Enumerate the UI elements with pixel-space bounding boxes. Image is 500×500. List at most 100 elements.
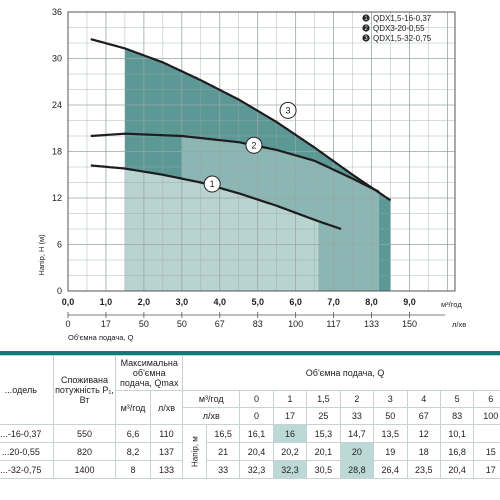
header-model: ...одель — [0, 355, 54, 425]
x-unit-top: м³/год — [441, 300, 462, 309]
x-tick-label: 5,0 — [251, 297, 264, 307]
row2-head-4: 20 — [339, 442, 375, 461]
curve-markers: 1 2 3 — [203, 101, 297, 193]
q-lmin-5: 67 — [406, 407, 441, 425]
row2-head-1: 20,4 — [239, 442, 274, 461]
row2-head-3: 20,1 — [306, 442, 341, 461]
y-tick-label: 36 — [52, 7, 62, 17]
x-tick-lmin-label: 117 — [326, 319, 340, 329]
region-1 — [124, 168, 319, 291]
row1-head-1: 16,1 — [239, 424, 274, 443]
q-lmin-0: 0 — [239, 407, 274, 425]
legend-dot-num-2: 2 — [364, 26, 368, 32]
y-tick-label: 30 — [52, 54, 62, 64]
x-tick-lmin-label: 83 — [253, 319, 263, 329]
header-qmax-lmin: л/хв — [149, 390, 184, 425]
row1-head-6: 12 — [406, 424, 441, 443]
x-tick-label: 8,0 — [365, 297, 378, 307]
x-tick-label: 4,0 — [214, 297, 227, 307]
curve-3 — [90, 38, 392, 202]
x-tick-lmin-label: 17 — [101, 319, 111, 329]
q-lmin-3: 33 — [339, 407, 375, 425]
row2-head-2: 20,2 — [272, 442, 308, 461]
x-tick-label: 9,0 — [403, 297, 416, 307]
header-flow: Об'ємна подача, Q — [182, 355, 500, 391]
curve-marker-3 — [279, 101, 297, 119]
header-head: Напір, м — [182, 424, 207, 479]
header-q-lmin: л/хв — [182, 407, 241, 425]
legend-dot-1 — [362, 14, 370, 22]
x-axis-ticks: 0,0 1,0 2,0 3,0 4,0 5,0 6,0 7,0 8,0 9,0 — [62, 297, 416, 307]
q-m3h-0: 0 — [239, 390, 274, 408]
x-tick-lmin-label: 133 — [364, 319, 379, 329]
row3-qmax-m3h: 8 — [115, 460, 151, 479]
row1-qmax-lmin: 110 — [149, 424, 184, 443]
curve-marker-label-1: 1 — [210, 179, 215, 189]
y-axis-label: Напір, H (м) — [37, 234, 46, 276]
curve-marker-label-3: 3 — [286, 105, 291, 115]
x-tick-label: 3,0 — [176, 297, 189, 307]
q-lmin-7: 100 — [473, 407, 500, 425]
row1-head-8 — [473, 424, 500, 443]
x-tick-lmin-label: 67 — [215, 319, 225, 329]
q-m3h-6: 5 — [439, 390, 475, 408]
row2-qmax-lmin: 137 — [149, 442, 184, 461]
x-unit-bottom: л/хв — [452, 320, 466, 329]
x-tick-label: 1,0 — [100, 297, 113, 307]
row2-power: 820 — [52, 442, 117, 461]
legend-dot-2 — [362, 24, 370, 32]
y-axis-ticks: 0 6 12 18 24 30 36 — [52, 7, 62, 296]
x-tick-lmin-label: 0 — [65, 319, 70, 329]
x-tick-label: 2,0 — [138, 297, 151, 307]
chart-grid — [67, 11, 456, 292]
row1-head-3: 15,3 — [306, 424, 341, 443]
row3-qmax-lmin: 133 — [149, 460, 184, 479]
row1-model: ...-16-0,37 — [0, 424, 54, 443]
row3-head-8: 17 — [473, 460, 500, 479]
row1-power: 550 — [52, 424, 117, 443]
row1-qmax-m3h: 6,6 — [115, 424, 151, 443]
curve-marker-2 — [245, 136, 263, 154]
row3-head-6: 23,5 — [406, 460, 441, 479]
row2-head-6: 18 — [406, 442, 441, 461]
row2-head-7: 16,8 — [439, 442, 475, 461]
row1-head-0: 16,5 — [205, 424, 241, 443]
x-tick-lmin-label: 50 — [139, 319, 149, 329]
row3-head-4: 28,8 — [339, 460, 375, 479]
row1-head-5: 13,5 — [373, 424, 408, 443]
x-axis-label: Об'ємна подача, Q — [68, 333, 134, 342]
y-tick-label: 0 — [57, 286, 62, 296]
q-m3h-4: 3 — [373, 390, 408, 408]
x-tick-lmin-label: 50 — [177, 319, 187, 329]
x-tick-label: 7,0 — [327, 297, 340, 307]
header-qmax-m3h: м³/год — [115, 390, 151, 425]
header-power: Споживана потужність P₁, Вт — [52, 355, 117, 425]
q-lmin-1: 17 — [272, 407, 308, 425]
x-tick-lmin-label: 150 — [402, 319, 417, 329]
row2-head-5: 19 — [373, 442, 408, 461]
y-tick-label: 18 — [52, 147, 62, 157]
row2-model: ...20-0,55 — [0, 442, 54, 461]
y-tick-label: 12 — [52, 193, 62, 203]
q-m3h-7: 6 — [473, 390, 500, 408]
curve-marker-1 — [203, 175, 221, 193]
q-m3h-3: 2 — [339, 390, 375, 408]
row3-head-5: 26,4 — [373, 460, 408, 479]
header-q-m3h: м³/год — [182, 390, 241, 408]
table-top-bar — [0, 351, 500, 355]
y-tick-label: 6 — [57, 240, 62, 250]
row3-head-1: 32,3 — [239, 460, 274, 479]
legend-entry-2: QDX3-20-0,55 — [373, 24, 425, 33]
row3-head-7: 20,4 — [439, 460, 475, 479]
row2-qmax-m3h: 8,2 — [115, 442, 151, 461]
q-lmin-6: 83 — [439, 407, 475, 425]
curve-marker-label-2: 2 — [251, 140, 256, 150]
legend-dot-3 — [362, 34, 370, 42]
plot-frame — [67, 11, 456, 292]
q-m3h-5: 4 — [406, 390, 441, 408]
row2-head-8: 15 — [473, 442, 500, 461]
row3-power: 1400 — [52, 460, 117, 479]
specs-table: ...одель Споживана потужність P₁, Вт Мак… — [0, 355, 500, 479]
row1-head-7: 10,1 — [439, 424, 475, 443]
